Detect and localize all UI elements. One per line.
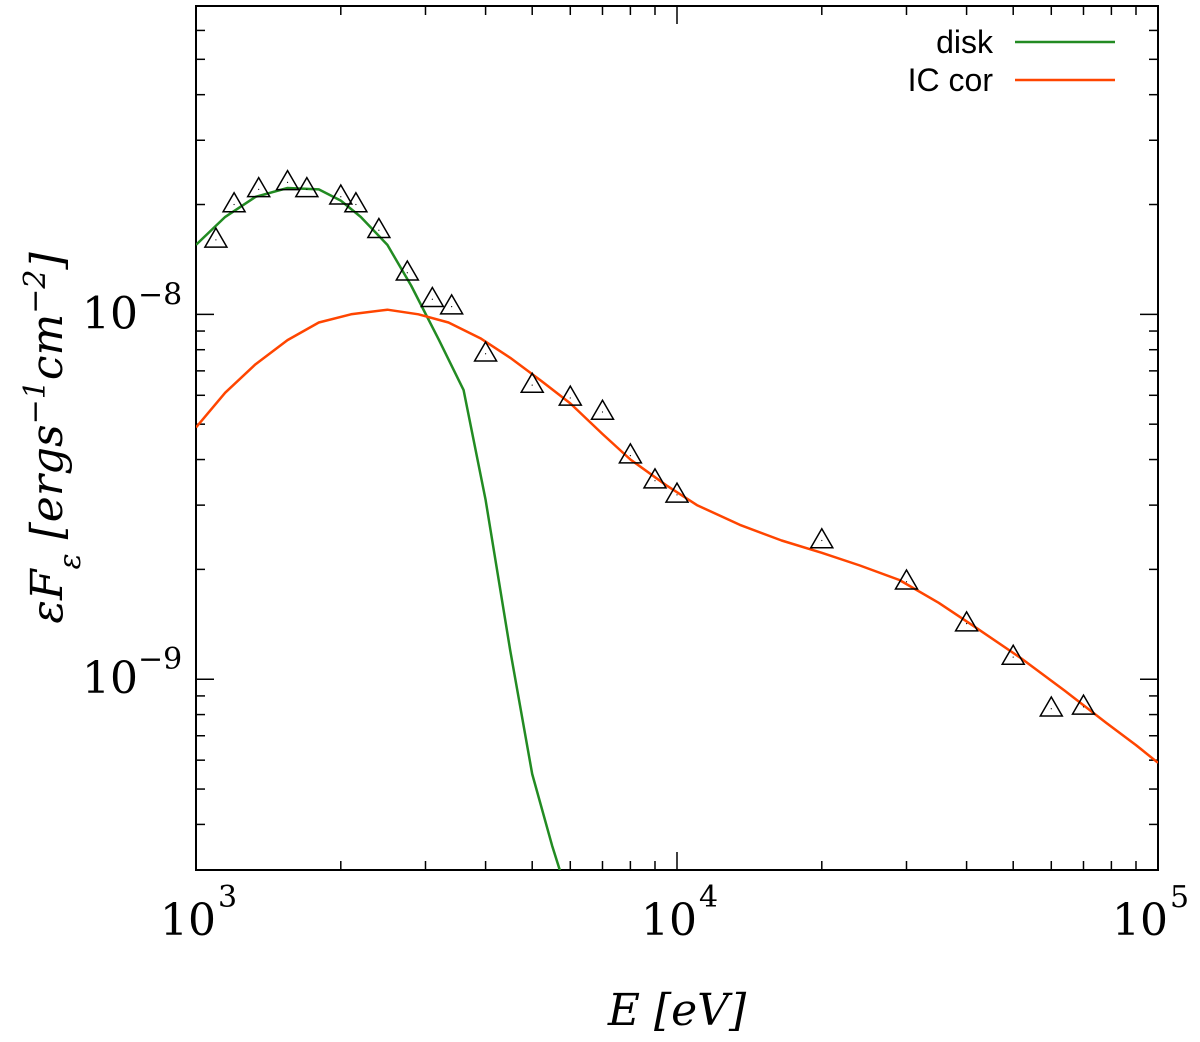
data-point-triangle (1038, 695, 1064, 717)
y-tick-exponent: −9 (138, 642, 182, 677)
data-point-center (1082, 706, 1085, 708)
data-point-triangle (894, 568, 919, 590)
data-point-center (340, 196, 342, 198)
data-point-center (676, 494, 678, 496)
data-point-triangle (664, 481, 690, 503)
x-tick-label: 10 (1112, 895, 1168, 946)
data-point-center (306, 188, 308, 191)
y-tick-label: 10 (82, 288, 138, 339)
data-point-center (484, 353, 487, 355)
data-point-center (905, 581, 908, 583)
data-point-triangle (618, 442, 643, 464)
plot-frame (195, 5, 1159, 871)
data-point-triangle (328, 183, 354, 205)
data-point-center (258, 188, 260, 191)
data-point-triangle (1000, 643, 1026, 666)
legend-label: IC cor (908, 62, 994, 98)
series-line-disk (196, 186, 562, 870)
data-point-triangle (366, 216, 392, 239)
data-point-center (1012, 656, 1014, 658)
data-point-center (378, 229, 380, 231)
data-point-triangle (420, 285, 445, 308)
data-point-triangle (473, 340, 498, 362)
x-tick-exponent: 5 (1170, 880, 1189, 915)
y-tick-exponent: −8 (138, 277, 182, 312)
x-tick-label: 10 (160, 895, 216, 946)
y-axis-label: εFε [ergs−1cm−2] (18, 252, 88, 624)
data-point-triangle (439, 293, 464, 315)
data-point-triangle (590, 398, 615, 420)
data-point-center (355, 203, 357, 206)
data-point-center (654, 480, 656, 482)
data-point-triangle (557, 384, 583, 406)
x-axis-label: E [eV] (607, 985, 747, 1036)
data-point-center (821, 539, 823, 542)
data-point-triangle (519, 371, 545, 394)
data-point-center (431, 298, 433, 300)
data-point-center (569, 397, 571, 399)
data-point-center (451, 306, 453, 308)
data-point-triangle (246, 176, 271, 198)
data-point-center (1050, 708, 1052, 710)
data-point-center (965, 623, 968, 625)
data-point-triangle (642, 467, 668, 489)
minor-ticks (196, 5, 1158, 871)
data-point-triangle (954, 610, 979, 632)
data-point-triangle (1071, 693, 1096, 715)
series-line-ic-cor (196, 308, 1158, 764)
x-tick-exponent: 3 (218, 880, 237, 915)
y-tick-label: 10 (82, 653, 138, 704)
data-point-triangle (395, 259, 420, 281)
x-tick-exponent: 4 (699, 880, 718, 915)
data-point-center (233, 203, 235, 206)
data-point-triangle (203, 226, 229, 248)
major-ticks (195, 6, 1159, 870)
x-tick-label: 10 (641, 895, 697, 946)
series-markers (203, 169, 1096, 717)
y-tick-labels: 10−910−8 (82, 277, 182, 704)
x-tick-labels: 10 3 10 4 10 5 (160, 880, 1189, 946)
data-point-center (286, 181, 289, 183)
data-point-center (629, 455, 631, 457)
data-point-triangle (221, 191, 247, 213)
series-lines (196, 186, 1158, 870)
data-point-triangle (294, 176, 320, 198)
legend-label: disk (936, 24, 994, 60)
data-point-triangle (275, 169, 300, 191)
data-point-triangle (343, 191, 369, 213)
data-point-center (406, 272, 408, 274)
data-point-center (601, 411, 604, 413)
data-point-triangle (809, 527, 835, 549)
data-point-center (531, 384, 533, 386)
data-point-center (215, 239, 217, 241)
svg-text:εFε [ergs−1cm−2]: εFε [ergs−1cm−2] (18, 252, 88, 624)
